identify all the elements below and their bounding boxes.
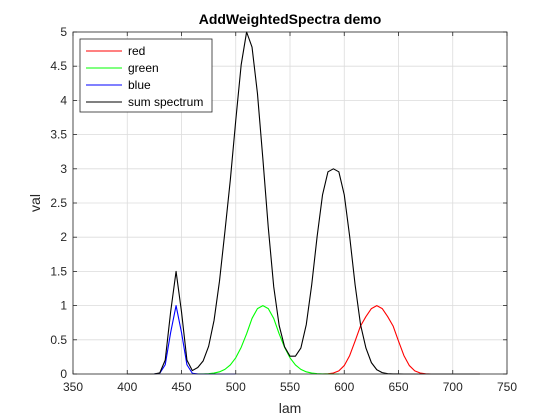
y-tick-label: 3.5 — [50, 128, 67, 142]
series-line-green — [197, 305, 339, 375]
legend: red green blue sum spectrum — [79, 38, 213, 113]
y-tick-label: 0.5 — [50, 333, 67, 347]
legend-entry: sum spectrum — [128, 95, 203, 109]
y-tick-label: 0 — [60, 367, 67, 381]
legend-entry: green — [128, 61, 159, 75]
x-axis-label: lam — [279, 400, 302, 416]
x-tick-label: 600 — [334, 380, 354, 394]
ticks: 350 400 450 500 550 600 650 700 750 0 0.5 1 1.5 2 2.5 3… — [50, 25, 517, 394]
y-tick-label: 2 — [60, 230, 67, 244]
y-tick-label: 4 — [60, 93, 67, 107]
x-tick-label: 400 — [117, 380, 137, 394]
y-axis-label: val — [27, 194, 43, 212]
y-tick-label: 5 — [60, 25, 67, 39]
y-tick-label: 2.5 — [50, 196, 67, 210]
x-tick-label: 450 — [171, 380, 191, 394]
x-tick-label: 750 — [497, 380, 517, 394]
x-tick-label: 650 — [388, 380, 408, 394]
legend-entry: red — [128, 44, 145, 58]
chart-title: AddWeightedSpectra demo — [199, 11, 382, 27]
x-tick-label: 700 — [443, 380, 463, 394]
y-tick-label: 3 — [60, 162, 67, 176]
y-tick-label: 1.5 — [50, 264, 67, 278]
x-tick-label: 550 — [280, 380, 300, 394]
x-tick-label: 350 — [63, 380, 83, 394]
x-tick-label: 500 — [226, 380, 246, 394]
series-line-red — [322, 305, 432, 375]
y-tick-label: 4.5 — [50, 59, 67, 73]
y-tick-label: 1 — [60, 299, 67, 313]
legend-entry: blue — [128, 78, 151, 92]
